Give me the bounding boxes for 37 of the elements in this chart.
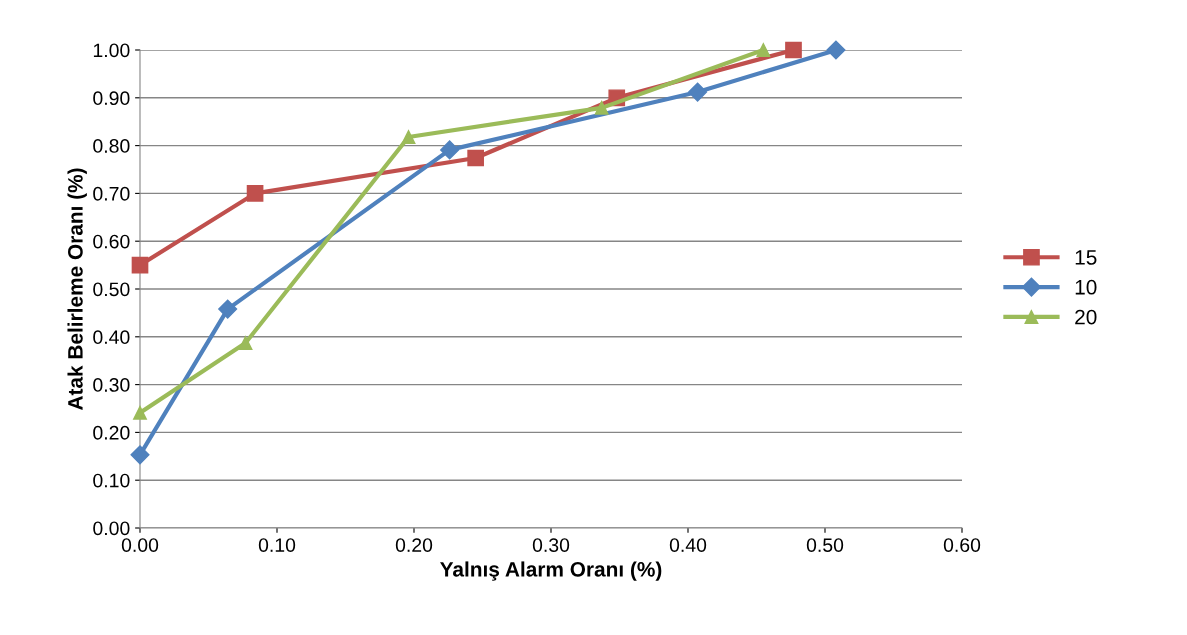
legend-label: 20 bbox=[1075, 309, 1097, 325]
y-axis-title: Atak Belirleme Oranı (%) bbox=[67, 168, 87, 411]
point bbox=[688, 82, 708, 102]
y-tick-label: 0.60 bbox=[93, 234, 130, 249]
y-tick-label: 0.80 bbox=[93, 139, 130, 153]
y-tick-label: 0.20 bbox=[93, 425, 130, 440]
point bbox=[594, 100, 609, 115]
x-tick-label: 0.10 bbox=[258, 538, 296, 552]
y-tick-label: 0.70 bbox=[93, 186, 130, 201]
y-tick-label: 0.30 bbox=[93, 378, 130, 392]
point bbox=[467, 149, 484, 167]
point bbox=[133, 405, 147, 420]
point bbox=[785, 41, 802, 59]
y-tick-label: 0.90 bbox=[93, 91, 130, 106]
point bbox=[131, 256, 149, 274]
y-tick-label: 0.50 bbox=[93, 282, 130, 297]
y-tick-label: 0.10 bbox=[93, 473, 130, 488]
x-tick-label: 0.50 bbox=[806, 538, 844, 552]
x-tick-label: 0.20 bbox=[395, 538, 433, 552]
x-axis-title: Yalnış Alarm Oranı (%) bbox=[440, 561, 662, 581]
y-tick-label: 0.40 bbox=[93, 330, 130, 345]
point bbox=[246, 185, 264, 202]
y-tick-label: 1.00 bbox=[93, 43, 130, 58]
legend-label: 15 bbox=[1075, 250, 1097, 265]
x-tick-label: 0.60 bbox=[943, 538, 981, 552]
point bbox=[440, 140, 460, 160]
point bbox=[218, 299, 238, 319]
x-tick-label: 0.40 bbox=[669, 538, 707, 552]
point bbox=[756, 43, 771, 57]
point bbox=[826, 40, 846, 60]
y-tick-label: 0.00 bbox=[93, 521, 130, 536]
x-tick-label: 0.30 bbox=[532, 538, 570, 552]
point bbox=[238, 336, 253, 350]
point bbox=[401, 130, 416, 144]
x-tick-label: 0.00 bbox=[121, 538, 159, 552]
point bbox=[130, 445, 150, 465]
legend-label: 10 bbox=[1075, 279, 1097, 295]
